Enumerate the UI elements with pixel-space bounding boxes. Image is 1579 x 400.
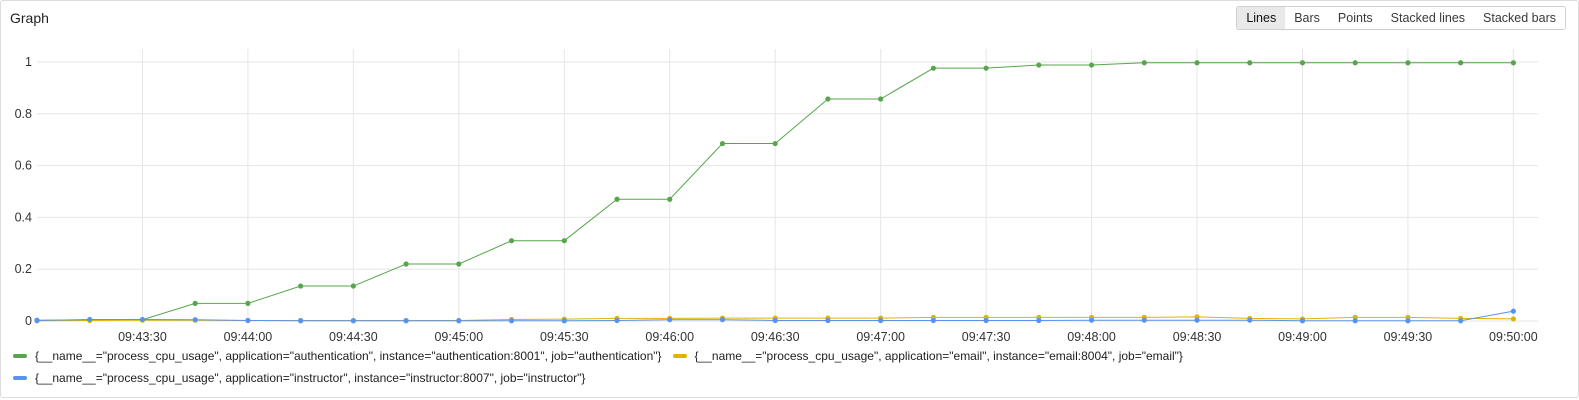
legend-label-instructor: {__name__="process_cpu_usage", applicati…	[35, 371, 586, 385]
data-point-authentication	[614, 196, 620, 202]
legend-swatch-instructor	[13, 376, 27, 380]
line-chart: 0 0.2 0.4 0.6 0.8 1 09:43:30 09:44:00 09:44:30 09…	[15, 49, 1538, 344]
x-tick-label: 09:43:30	[118, 330, 167, 344]
x-tick-label: 09:50:00	[1489, 330, 1538, 344]
data-point-instructor	[1299, 318, 1306, 324]
data-point-authentication	[561, 238, 567, 244]
legend-item-authentication[interactable]: {__name__="process_cpu_usage", applicati…	[13, 349, 662, 363]
data-point-authentication	[825, 96, 831, 102]
legend-swatch-email	[672, 354, 687, 358]
data-point-instructor	[1036, 317, 1042, 324]
data-point-instructor	[508, 318, 515, 324]
y-tick-label: 0.8	[15, 107, 32, 121]
x-tick-label: 09:47:30	[962, 330, 1011, 344]
data-point-instructor	[1088, 317, 1095, 323]
legend-label-authentication: {__name__="process_cpu_usage", applicati…	[35, 349, 662, 363]
data-point-instructor	[298, 318, 304, 324]
mode-bars-button[interactable]: Bars	[1285, 7, 1329, 29]
data-point-instructor	[825, 317, 831, 324]
data-point-authentication	[1247, 60, 1253, 66]
data-point-instructor	[1458, 318, 1464, 324]
x-tick-label: 09:48:00	[1067, 330, 1116, 344]
data-point-authentication	[192, 300, 198, 306]
legend-row-2: {__name__="process_cpu_usage", applicati…	[13, 367, 1563, 389]
data-point-authentication	[508, 238, 515, 244]
legend-label-email: {__name__="process_cpu_usage", applicati…	[694, 349, 1183, 363]
data-point-instructor	[878, 317, 884, 324]
data-point-authentication	[1036, 62, 1042, 68]
x-tick-label: 09:49:00	[1278, 330, 1327, 344]
mode-points-button[interactable]: Points	[1328, 7, 1382, 29]
data-point-instructor	[772, 317, 778, 324]
data-point-instructor	[614, 317, 620, 324]
data-point-instructor	[87, 316, 93, 323]
data-point-authentication	[667, 196, 673, 202]
data-point-instructor	[350, 318, 356, 324]
data-point-authentication	[983, 65, 989, 71]
legend-item-email[interactable]: {__name__="process_cpu_usage", applicati…	[672, 349, 1183, 363]
x-tick-label: 09:49:30	[1384, 330, 1433, 344]
mode-lines-button[interactable]: Lines	[1237, 7, 1286, 29]
data-point-instructor	[983, 317, 989, 324]
data-point-authentication	[1141, 60, 1147, 66]
data-point-instructor	[245, 317, 251, 324]
data-point-authentication	[1088, 62, 1095, 68]
mode-stacked-bars-button[interactable]: Stacked bars	[1474, 7, 1565, 29]
data-point-instructor	[1405, 318, 1411, 324]
x-tick-label: 09:45:30	[540, 330, 589, 344]
x-tick-label: 09:44:00	[224, 330, 273, 344]
data-point-instructor	[1510, 308, 1516, 314]
data-point-instructor	[34, 317, 40, 324]
data-point-authentication	[350, 283, 356, 289]
x-tick-label: 09:48:30	[1173, 330, 1222, 344]
data-point-instructor	[403, 318, 409, 324]
legend-row-1: {__name__="process_cpu_usage", applicati…	[13, 345, 1563, 367]
y-tick-label: 1	[25, 55, 32, 69]
data-point-authentication	[1352, 60, 1358, 66]
mode-stacked-lines-button[interactable]: Stacked lines	[1381, 7, 1475, 29]
y-tick-label: 0	[25, 314, 32, 328]
data-point-instructor	[561, 318, 567, 324]
y-tick-label: 0.6	[15, 159, 32, 173]
data-point-authentication	[1510, 60, 1516, 66]
data-point-email	[1510, 316, 1516, 322]
y-tick-label: 0.4	[15, 210, 32, 224]
x-tick-label: 09:47:00	[856, 330, 905, 344]
x-tick-label: 09:46:30	[751, 330, 800, 344]
data-point-instructor	[1141, 317, 1147, 323]
data-point-authentication	[456, 261, 462, 267]
data-point-authentication	[878, 96, 884, 102]
data-point-authentication	[1458, 60, 1464, 66]
panel-title: Graph	[10, 10, 49, 26]
y-tick-label: 0.2	[15, 262, 32, 276]
data-point-instructor	[1247, 317, 1253, 323]
legend-item-instructor[interactable]: {__name__="process_cpu_usage", applicati…	[13, 371, 585, 385]
data-point-instructor	[456, 318, 462, 324]
data-point-authentication	[245, 300, 251, 306]
data-point-authentication	[930, 65, 936, 71]
data-point-authentication	[1299, 60, 1306, 66]
data-point-instructor	[719, 317, 726, 323]
data-point-instructor	[1194, 317, 1200, 323]
chart-legend: {__name__="process_cpu_usage", applicati…	[13, 345, 1563, 389]
legend-swatch-authentication	[13, 354, 27, 358]
data-point-authentication	[1405, 60, 1411, 66]
data-point-authentication	[1194, 60, 1200, 66]
data-point-authentication	[772, 140, 778, 147]
x-tick-label: 09:46:00	[645, 330, 694, 344]
data-point-authentication	[719, 140, 726, 147]
data-point-instructor	[930, 317, 936, 324]
data-point-instructor	[139, 316, 146, 323]
data-point-instructor	[1352, 318, 1358, 324]
x-tick-label: 09:45:00	[434, 330, 483, 344]
display-mode-toggle: Lines Bars Points Stacked lines Stacked …	[1236, 6, 1566, 30]
data-point-instructor	[192, 317, 198, 323]
data-point-authentication	[403, 261, 409, 267]
data-point-authentication	[298, 283, 304, 289]
x-tick-label: 09:44:30	[329, 330, 378, 344]
data-point-instructor	[667, 317, 673, 323]
